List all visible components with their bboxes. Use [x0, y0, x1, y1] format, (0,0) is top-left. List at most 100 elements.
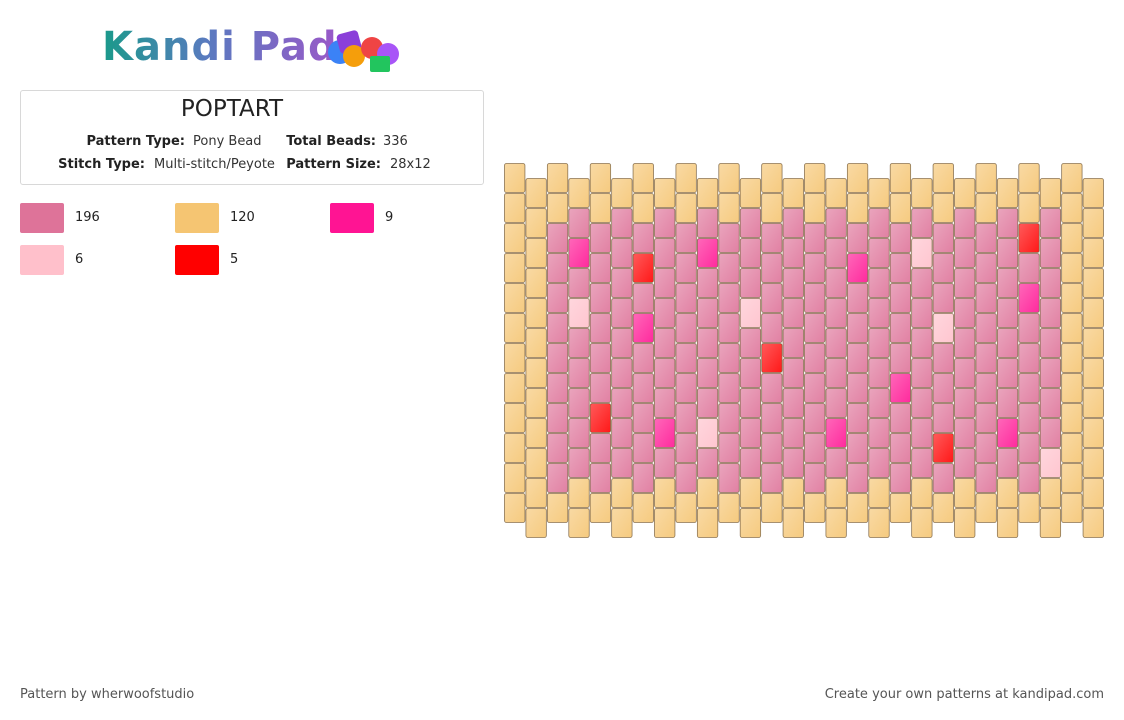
bead	[889, 433, 912, 463]
bead	[932, 313, 954, 343]
bead	[975, 253, 997, 283]
bead	[804, 313, 826, 343]
bead	[675, 253, 697, 283]
bead	[825, 358, 847, 388]
bead	[718, 313, 740, 343]
bead	[654, 388, 676, 418]
bead	[525, 268, 547, 298]
bead	[739, 208, 762, 238]
bead	[739, 238, 762, 268]
bead	[696, 418, 719, 448]
bead	[1082, 448, 1104, 478]
bead	[1061, 283, 1083, 313]
bead	[911, 298, 933, 328]
bead	[932, 433, 954, 463]
bead	[1018, 433, 1040, 463]
bead	[782, 178, 804, 208]
bead	[1061, 493, 1083, 523]
bead	[825, 298, 847, 328]
bead	[846, 433, 869, 463]
color-swatch	[20, 203, 64, 233]
bead	[804, 343, 826, 373]
bead	[1061, 433, 1083, 463]
bead	[675, 163, 697, 193]
bead	[504, 253, 526, 283]
bead	[911, 238, 933, 268]
color-count: 196	[75, 210, 100, 225]
bead	[1039, 478, 1062, 508]
bead	[996, 358, 1019, 388]
bead	[1018, 313, 1040, 343]
bead	[975, 223, 997, 253]
bead	[568, 178, 590, 208]
bead	[1039, 358, 1062, 388]
bead	[675, 283, 697, 313]
bead	[675, 343, 697, 373]
bead	[696, 358, 719, 388]
bead	[825, 268, 847, 298]
bead	[975, 283, 997, 313]
bead	[954, 298, 976, 328]
bead	[632, 493, 654, 523]
bead	[1061, 373, 1083, 403]
bead	[825, 448, 847, 478]
bead	[975, 373, 997, 403]
bead	[782, 298, 804, 328]
bead	[654, 508, 676, 538]
bead	[1018, 343, 1040, 373]
bead	[996, 508, 1019, 538]
bead	[632, 193, 654, 223]
bead	[568, 418, 590, 448]
bead	[696, 178, 719, 208]
bead	[761, 313, 783, 343]
bead	[996, 298, 1019, 328]
bead	[1018, 163, 1040, 193]
bead	[846, 313, 869, 343]
bead	[868, 268, 890, 298]
bead	[632, 253, 654, 283]
bead	[911, 268, 933, 298]
bead	[932, 223, 954, 253]
bead	[804, 253, 826, 283]
bead	[1082, 268, 1104, 298]
bead	[1039, 328, 1062, 358]
bead	[1061, 343, 1083, 373]
bead	[611, 478, 633, 508]
bead	[504, 433, 526, 463]
credit[interactable]: Pattern by wherwoofstudio	[20, 687, 195, 702]
bead	[546, 373, 569, 403]
bead	[911, 478, 933, 508]
bead	[546, 463, 569, 493]
color-swatch	[20, 245, 64, 275]
bead	[504, 313, 526, 343]
bead	[525, 448, 547, 478]
bead	[654, 448, 676, 478]
promo-link[interactable]: Create your own patterns at kandipad.com	[824, 687, 1104, 702]
bead	[804, 403, 826, 433]
logo[interactable]: Kandi Pad	[102, 24, 338, 70]
bead	[739, 268, 762, 298]
bead	[504, 283, 526, 313]
bead	[804, 373, 826, 403]
bead	[1018, 253, 1040, 283]
bead	[568, 478, 590, 508]
bead	[1039, 238, 1062, 268]
bead	[761, 343, 783, 373]
bead	[954, 208, 976, 238]
bead	[525, 478, 547, 508]
bead	[975, 313, 997, 343]
bead	[1061, 223, 1083, 253]
bead	[654, 418, 676, 448]
bead	[825, 208, 847, 238]
bead	[889, 283, 912, 313]
info-label: Stitch Type:	[58, 157, 145, 172]
bead	[954, 178, 976, 208]
bead	[718, 463, 740, 493]
bead	[846, 163, 869, 193]
bead	[632, 463, 654, 493]
bead	[825, 328, 847, 358]
bead	[718, 253, 740, 283]
bead	[1082, 238, 1104, 268]
bead	[525, 238, 547, 268]
